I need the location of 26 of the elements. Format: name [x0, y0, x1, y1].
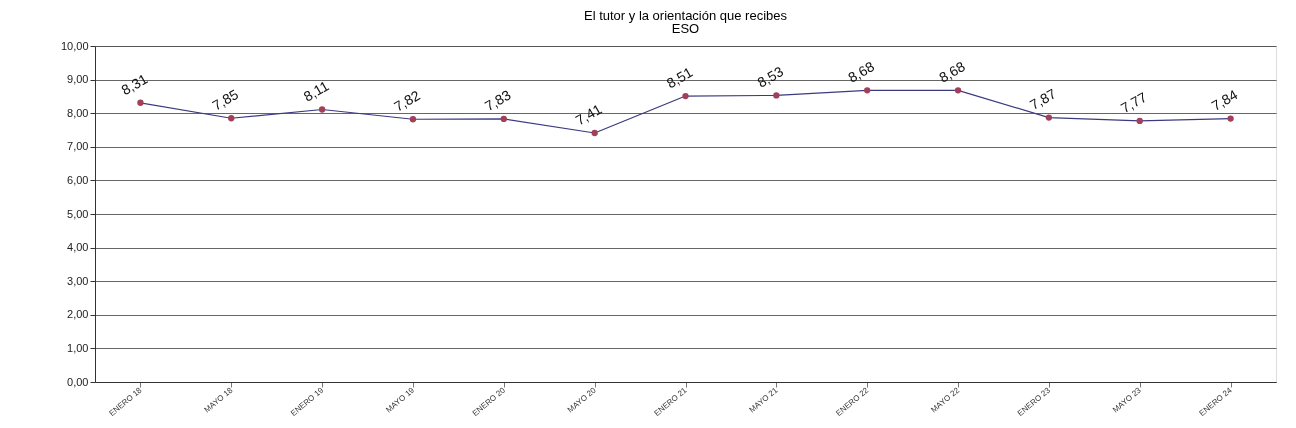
text: 7,77 — [1117, 88, 1150, 117]
chart-subtitle: ESO — [671, 21, 700, 36]
text: 7,85 — [209, 86, 242, 114]
chart-title: El tutor y la orientación que recibes — [583, 8, 788, 23]
y-tick-label: 4,00 — [67, 241, 89, 254]
y-tick-label: 0,00 — [67, 375, 89, 388]
y-tick-label: 8,00 — [67, 106, 89, 119]
text: 8,68 — [845, 58, 877, 86]
text: 7,84 — [1208, 86, 1241, 114]
text: 7,83 — [481, 86, 514, 115]
text: 8,11 — [300, 77, 332, 105]
text: 8,31 — [118, 70, 151, 99]
y-tick-label: 5,00 — [67, 207, 89, 220]
text: 8,51 — [663, 63, 696, 92]
text: 8,53 — [754, 63, 787, 91]
y-tick-label: 3,00 — [67, 274, 89, 287]
y-tick-label: 10,00 — [60, 39, 89, 52]
y-tick-label: 9,00 — [67, 73, 89, 86]
text: 7,87 — [1027, 85, 1059, 113]
text: 7,82 — [391, 87, 423, 115]
text: 8,68 — [936, 58, 968, 86]
y-tick-label: 1,00 — [67, 341, 89, 354]
y-tick-label: 7,00 — [67, 140, 89, 153]
y-tick-label: 2,00 — [67, 308, 89, 321]
text: 7,41 — [572, 100, 605, 129]
y-tick-label: 6,00 — [67, 173, 89, 186]
